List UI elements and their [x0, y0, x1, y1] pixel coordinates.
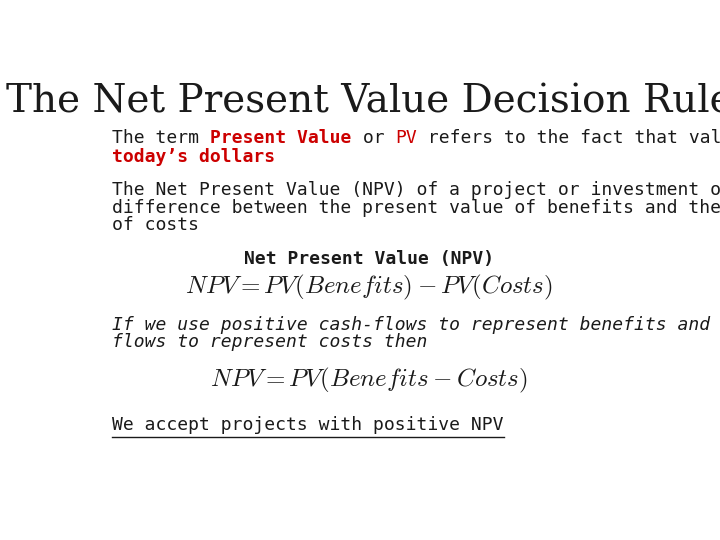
Text: $NPV = PV(Benefits) - PV(Costs)$: $NPV = PV(Benefits) - PV(Costs)$ — [185, 273, 553, 302]
Text: difference between the present value of benefits and the present value: difference between the present value of … — [112, 199, 720, 217]
Text: today’s dollars: today’s dollars — [112, 148, 276, 166]
Text: If we use positive cash-flows to represent benefits and negative cash: If we use positive cash-flows to represe… — [112, 316, 720, 334]
Text: Present Value: Present Value — [210, 129, 351, 147]
Text: The Net Present Value Decision Rule: The Net Present Value Decision Rule — [6, 84, 720, 120]
Text: or: or — [351, 129, 395, 147]
Text: The term: The term — [112, 129, 210, 147]
Text: refers to the fact that value is calculated in: refers to the fact that value is calcula… — [417, 129, 720, 147]
Text: $NPV = PV(Benefits - Costs)$: $NPV = PV(Benefits - Costs)$ — [210, 366, 528, 395]
Text: We accept projects with positive NPV: We accept projects with positive NPV — [112, 416, 504, 434]
Text: The Net Present Value (NPV) of a project or investment opportunity is the: The Net Present Value (NPV) of a project… — [112, 181, 720, 199]
Text: Net Present Value (NPV): Net Present Value (NPV) — [244, 250, 494, 268]
Text: flows to represent costs then: flows to represent costs then — [112, 333, 428, 351]
Text: of costs: of costs — [112, 216, 199, 234]
Text: PV: PV — [395, 129, 417, 147]
